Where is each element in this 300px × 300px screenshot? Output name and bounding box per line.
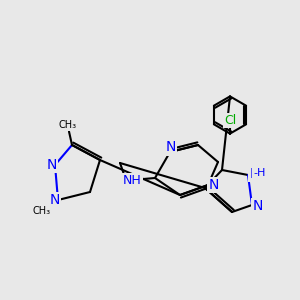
Text: Cl: Cl xyxy=(224,114,236,127)
Text: N: N xyxy=(46,158,57,172)
Text: N: N xyxy=(49,193,60,207)
Text: N: N xyxy=(165,140,176,154)
Text: N: N xyxy=(249,167,260,181)
Text: N: N xyxy=(208,178,219,192)
Text: N: N xyxy=(252,200,262,214)
Text: NH: NH xyxy=(123,173,142,187)
Text: CH₃: CH₃ xyxy=(58,121,76,130)
Text: CH₃: CH₃ xyxy=(32,206,50,216)
Text: -H: -H xyxy=(253,169,266,178)
